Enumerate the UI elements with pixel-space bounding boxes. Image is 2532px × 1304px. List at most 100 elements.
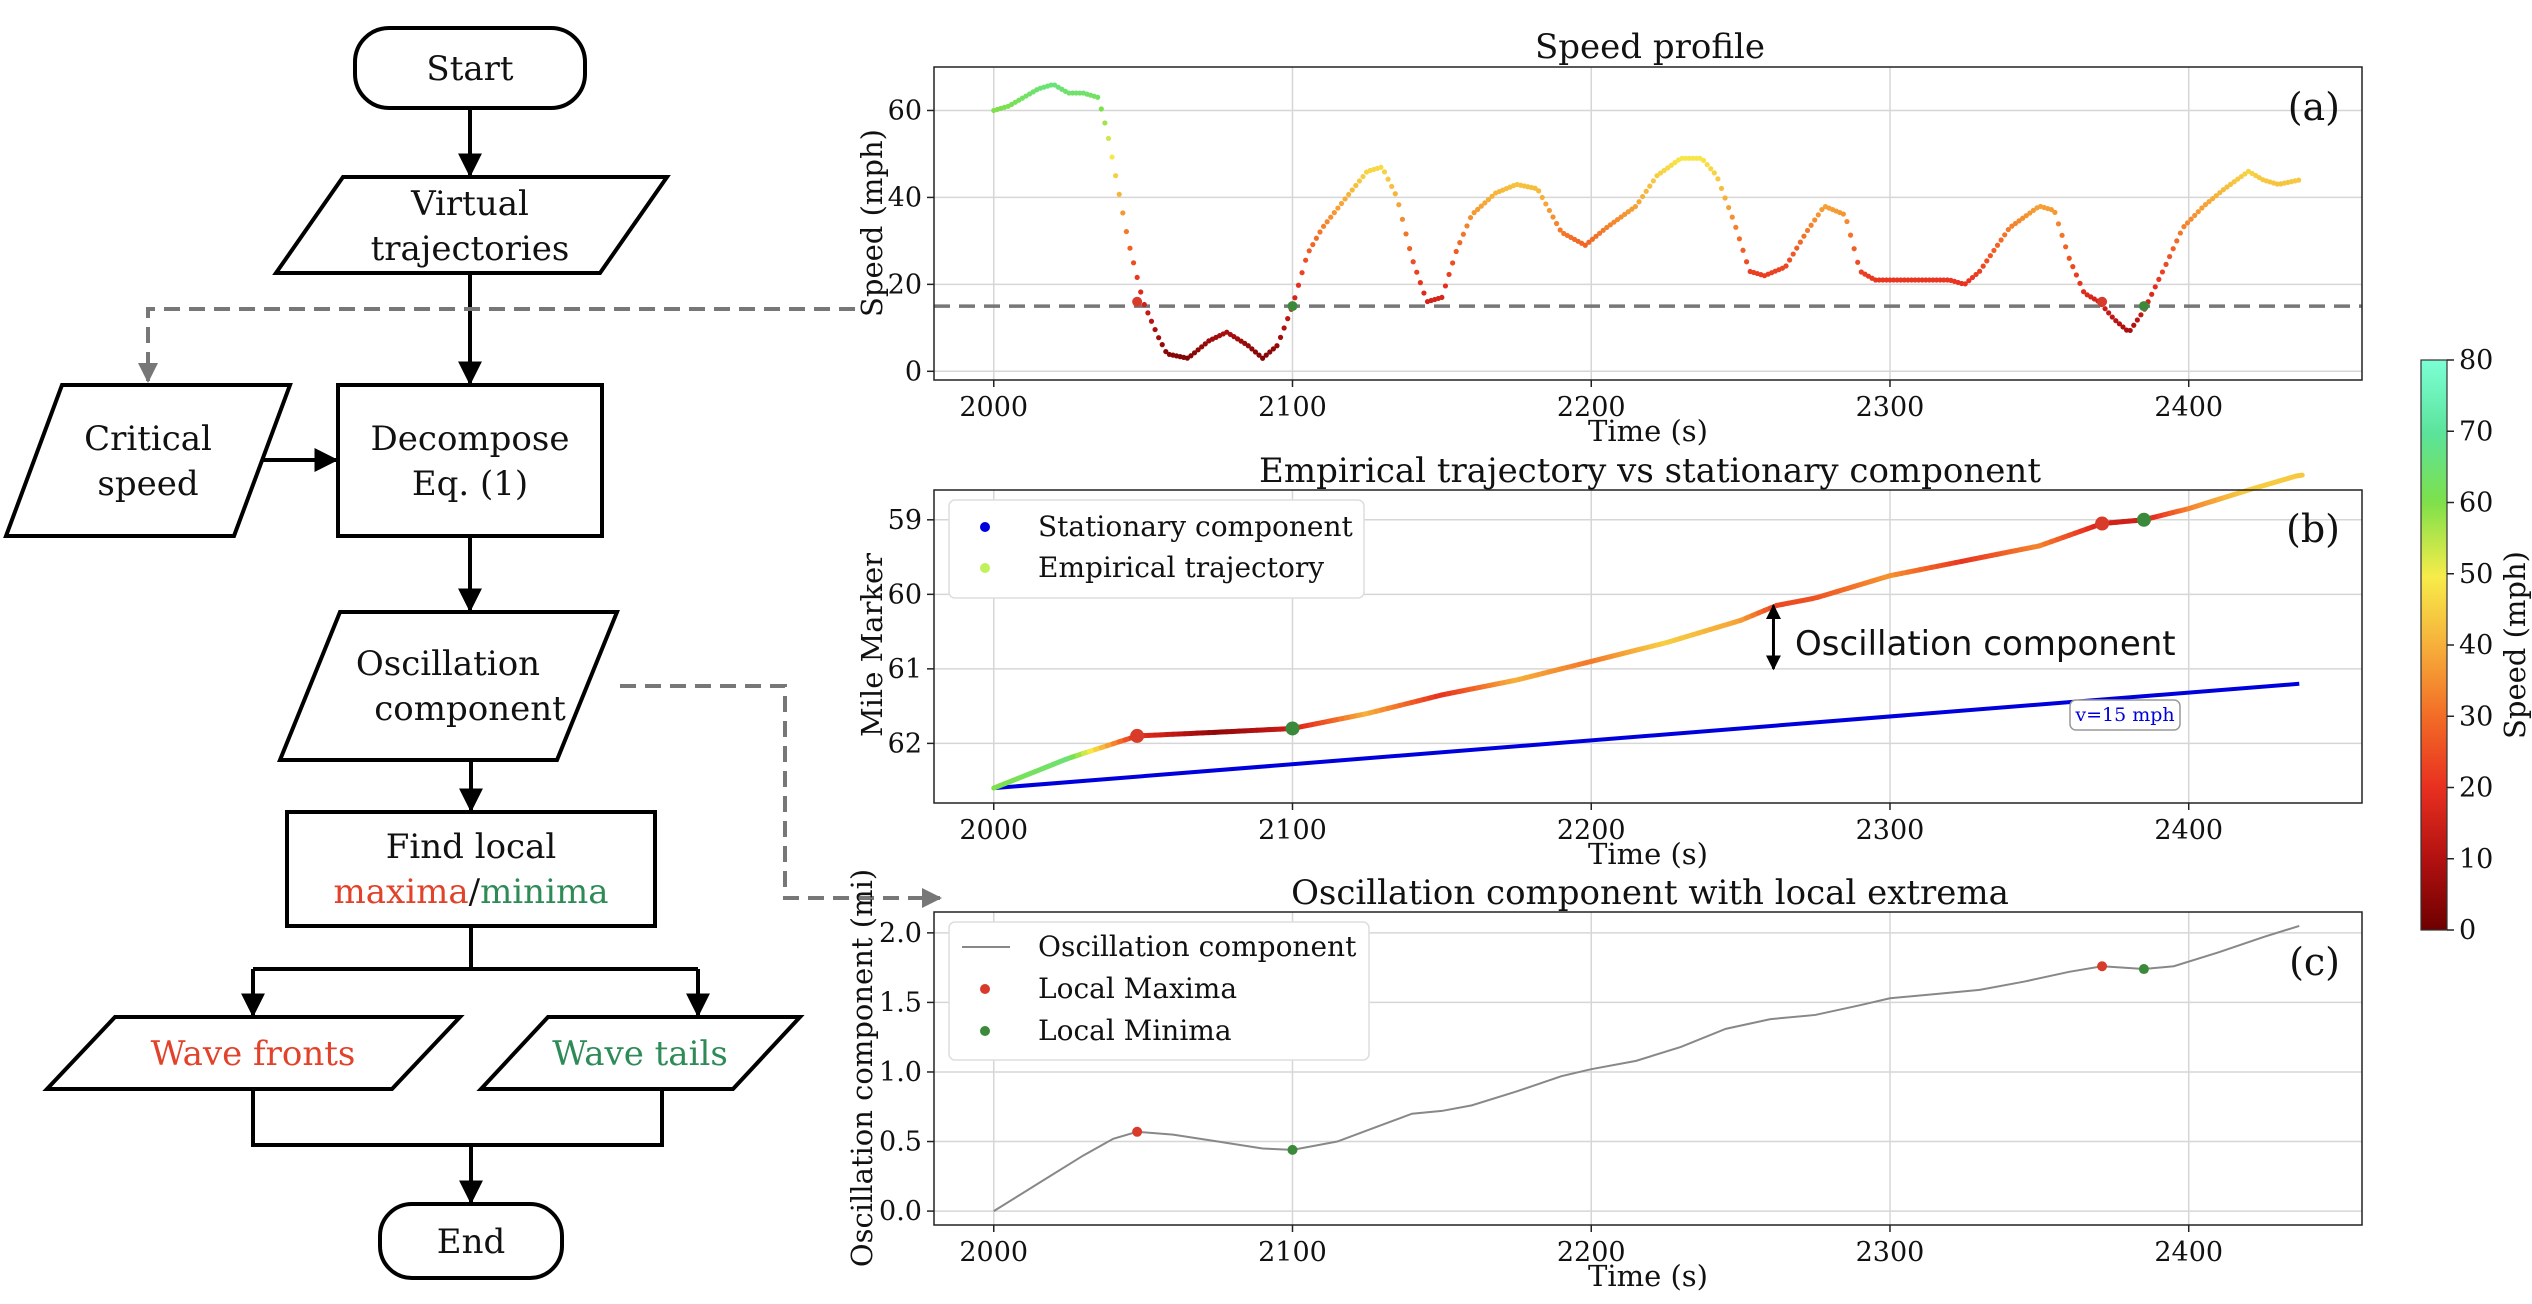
trajectory-local-min bbox=[1285, 721, 1300, 736]
speed-point bbox=[1693, 155, 1699, 161]
speed-point bbox=[1317, 229, 1323, 235]
speed-point bbox=[1607, 222, 1613, 228]
speed-point bbox=[1912, 277, 1918, 283]
wave-tails-label: Wave tails bbox=[552, 1034, 728, 1074]
speed-point bbox=[1643, 188, 1649, 194]
speed-point bbox=[1665, 165, 1671, 171]
legend-stationary-marker bbox=[980, 522, 990, 532]
merge-connector bbox=[251, 1089, 664, 1147]
speed-point bbox=[2206, 199, 2212, 205]
speed-point bbox=[1116, 191, 1122, 197]
speed-point bbox=[1715, 176, 1721, 182]
oscillation-component-node bbox=[277, 610, 620, 762]
legend-maxima-marker bbox=[980, 984, 990, 994]
critical-speed-node bbox=[3, 383, 293, 538]
speed-point bbox=[1159, 342, 1165, 348]
legend-empirical-marker bbox=[980, 563, 990, 573]
oscillation-panel-label: (c) bbox=[2289, 940, 2340, 984]
speed-point bbox=[1847, 232, 1854, 238]
speed-point bbox=[2217, 190, 2223, 196]
speed-point bbox=[1941, 277, 1947, 283]
speed-point bbox=[1683, 155, 1689, 161]
speed-point bbox=[1338, 200, 1345, 207]
speed-point bbox=[1389, 183, 1395, 190]
speed-point bbox=[1887, 277, 1893, 283]
speed-point bbox=[1109, 154, 1115, 160]
critical-speed-label-2: speed bbox=[97, 464, 198, 504]
speed-point bbox=[1880, 277, 1886, 283]
speed-point bbox=[1873, 277, 1879, 283]
oscillation-xtick-label: 2300 bbox=[1856, 1237, 1925, 1268]
speed-point bbox=[1385, 176, 1391, 182]
speed-point bbox=[1894, 277, 1900, 283]
oscillation-legend: Oscillation component Local Maxima Local… bbox=[948, 921, 1370, 1061]
oscillation-ylabel: Oscillation component (mi) bbox=[845, 869, 879, 1267]
speed-point bbox=[1295, 282, 1302, 288]
speed-point bbox=[1145, 310, 1151, 316]
speed-point bbox=[2070, 264, 2076, 270]
speed-point bbox=[2009, 223, 2015, 229]
speed-point bbox=[2235, 176, 2241, 182]
trajectory-ticks: 2000 2100 2200 2300 2400 59 60 61 62 bbox=[888, 505, 2223, 846]
speed-point bbox=[1991, 247, 1997, 254]
critical-speed-dashed-link bbox=[138, 307, 855, 383]
speed-point bbox=[1622, 211, 1628, 217]
speed-point bbox=[1640, 193, 1646, 200]
speed-point bbox=[1582, 242, 1588, 248]
speed-point bbox=[1718, 185, 1725, 192]
speed-point bbox=[1442, 283, 1449, 289]
speed-point bbox=[1292, 295, 1298, 301]
speed-point bbox=[1281, 325, 1287, 331]
speed-point bbox=[1414, 269, 1420, 275]
speed-point bbox=[1066, 90, 1072, 96]
speed-point bbox=[1299, 270, 1305, 276]
oscillation-xtick-label: 2000 bbox=[959, 1237, 1028, 1268]
speed-point bbox=[1973, 271, 1979, 278]
speed-point bbox=[1980, 263, 1986, 269]
speed-point bbox=[2005, 226, 2011, 233]
speed-point bbox=[2188, 216, 2194, 222]
colorbar-tick-label: 10 bbox=[2459, 844, 2493, 875]
speed-point bbox=[2116, 321, 2123, 327]
speed-point bbox=[1994, 242, 2001, 248]
speed-point bbox=[1331, 210, 1337, 216]
speed-point bbox=[1134, 274, 1140, 281]
speed-point bbox=[1464, 223, 1470, 229]
oscillation-plot-area bbox=[993, 924, 2300, 1212]
speed-point bbox=[2149, 291, 2155, 297]
speed-point bbox=[1457, 240, 1463, 246]
speed-point bbox=[2012, 220, 2019, 227]
oscillation-ytick-label: 0.0 bbox=[879, 1196, 922, 1227]
decompose-label-2: Eq. (1) bbox=[412, 464, 528, 504]
oscillation-ytick-label: 2.0 bbox=[879, 918, 922, 949]
speed-point bbox=[1489, 193, 1495, 199]
speed-point bbox=[1636, 199, 1642, 205]
speed-point bbox=[1557, 227, 1563, 233]
speed-point bbox=[1546, 207, 1553, 214]
speed-point bbox=[1686, 155, 1692, 161]
wave-fronts-label: Wave fronts bbox=[151, 1034, 356, 1074]
speed-point bbox=[1890, 277, 1897, 283]
speed-point bbox=[1130, 260, 1137, 266]
speed-point bbox=[1252, 349, 1259, 355]
trajectory-local-min bbox=[2136, 512, 2151, 527]
speed-point bbox=[1095, 94, 1101, 100]
speed-point bbox=[1446, 271, 1452, 278]
colorbar-label: Speed (mph) bbox=[2498, 551, 2532, 739]
speed-point bbox=[2020, 215, 2026, 221]
speed-point bbox=[1202, 341, 1208, 347]
speed-point bbox=[1378, 164, 1384, 170]
speed-point bbox=[1543, 201, 1549, 207]
speed-point bbox=[1156, 335, 1162, 341]
speed-point bbox=[1604, 224, 1610, 231]
oscillation-local-max bbox=[1132, 1126, 1143, 1137]
speed-point bbox=[1346, 191, 1352, 198]
speed-point bbox=[1335, 205, 1341, 211]
legend-empirical-label: Empirical trajectory bbox=[1038, 551, 1324, 584]
speed-point bbox=[1539, 194, 1545, 201]
speed-point bbox=[1467, 214, 1474, 221]
trajectory-ylabel: Mile Marker bbox=[855, 553, 889, 737]
speed-ytick-label: 0 bbox=[905, 356, 922, 387]
speed-point bbox=[2127, 327, 2133, 334]
